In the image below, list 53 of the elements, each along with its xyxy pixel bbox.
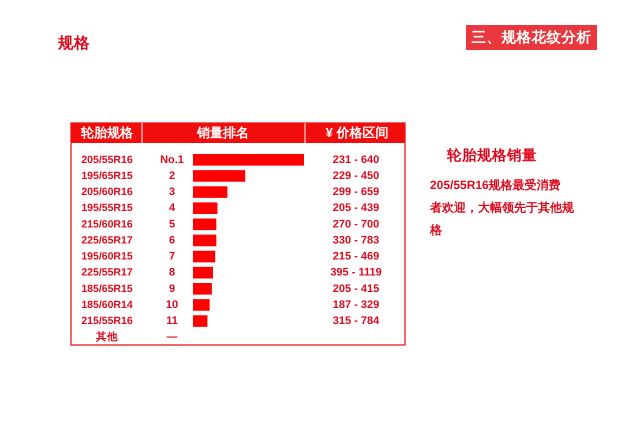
text: 3	[168, 186, 176, 198]
y-tick-label: 195/65R15	[81, 170, 133, 182]
text: 三、规格花纹分析	[472, 29, 592, 46]
y-tick-label: 其他	[95, 330, 119, 344]
text: 205 - 415	[332, 282, 380, 295]
y-axis-title: 轮胎规格	[80, 125, 134, 140]
text: 205/55R16规格最受消费者欢迎，大幅领先于其他规格	[429, 178, 575, 237]
y-tick-label: 225/55R17	[81, 266, 133, 279]
y-tick-label: 205/55R16	[81, 154, 133, 166]
bar	[193, 266, 213, 278]
bar	[193, 299, 210, 311]
bar	[193, 234, 216, 246]
y-tick-label: 205/60R16	[81, 186, 133, 198]
bar	[193, 202, 218, 214]
text: No.1	[160, 154, 184, 166]
text: 270 - 700	[332, 218, 380, 230]
x-axis-title: 销量排名	[196, 125, 249, 140]
text: 299 - 659	[332, 186, 380, 198]
text: 轮胎规格销量	[446, 147, 537, 164]
y-tick-label: 195/60R15	[81, 250, 133, 263]
y-tick-label: 195/55R15	[81, 202, 133, 214]
text: 5	[168, 218, 176, 230]
text: 231 - 640	[332, 154, 380, 166]
text: 9	[168, 282, 176, 295]
y-tick-label: 215/55R16	[81, 315, 133, 328]
text: 2	[168, 170, 176, 182]
bar	[193, 250, 216, 262]
bar	[193, 186, 228, 198]
text: 4	[168, 202, 176, 214]
bar	[193, 283, 212, 295]
text: —	[166, 331, 178, 344]
bar	[193, 218, 216, 230]
chart-title: 规格	[57, 34, 91, 52]
text: 11	[166, 315, 178, 328]
y-tick-label: 215/60R16	[81, 218, 133, 230]
bar	[193, 154, 304, 166]
text: 205 - 439	[332, 202, 380, 214]
text: 395 - 1119	[330, 266, 382, 279]
text: 10	[166, 298, 178, 311]
y-tick-label: 225/65R17	[81, 234, 133, 246]
text: 215 - 469	[332, 250, 380, 263]
text: 229 - 450	[332, 170, 380, 182]
text: ¥ 价格区间	[326, 125, 388, 140]
text: 6	[168, 234, 176, 246]
bar	[193, 170, 246, 182]
bar	[193, 315, 208, 327]
text: 330 - 783	[332, 234, 380, 246]
text: 8	[168, 266, 176, 279]
text: 7	[168, 250, 176, 263]
text: 187 - 329	[332, 298, 380, 311]
y-tick-label: 185/60R14	[81, 298, 133, 311]
text: 315 - 784	[332, 315, 380, 328]
y-tick-label: 185/65R15	[81, 282, 133, 295]
